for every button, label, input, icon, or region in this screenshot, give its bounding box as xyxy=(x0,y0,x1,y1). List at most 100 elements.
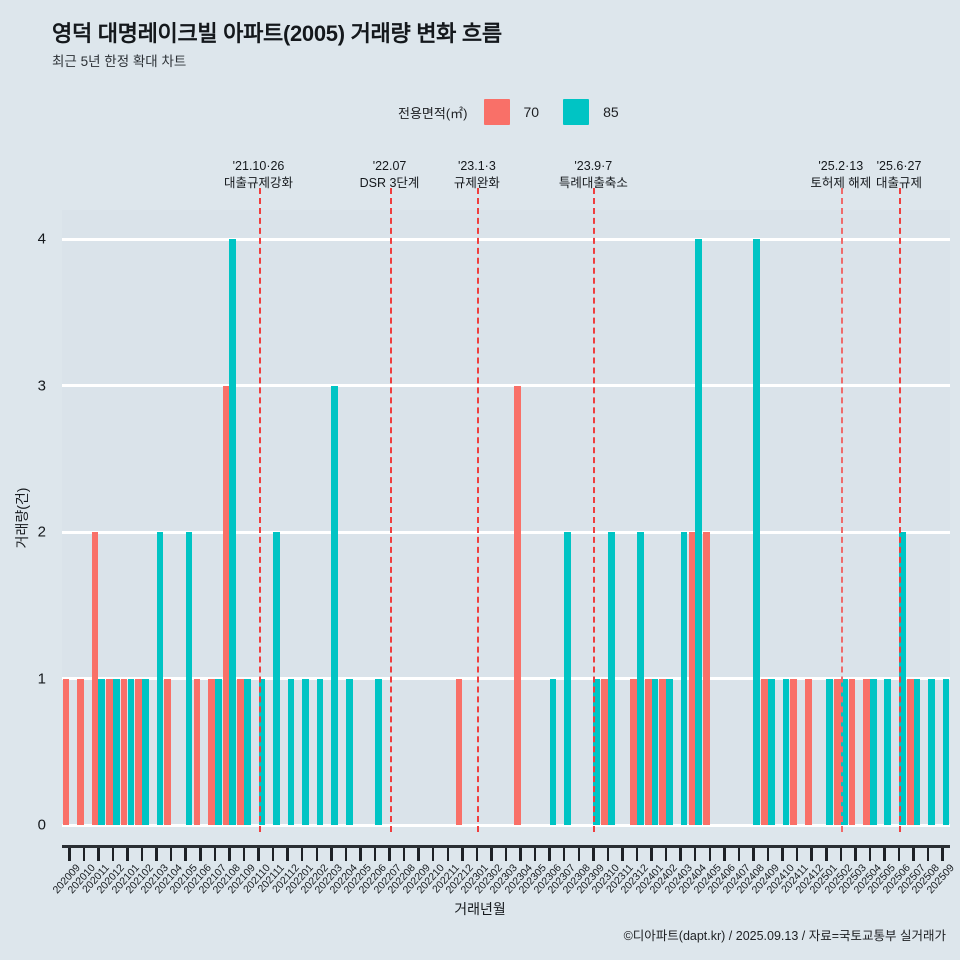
bar-202109-85[interactable] xyxy=(243,678,251,825)
annotation-label-202301: '23.1·3 규제완화 xyxy=(454,158,500,192)
bar-202504-85[interactable] xyxy=(869,678,877,825)
bar-202011-70[interactable] xyxy=(91,532,99,825)
bar-202401-70[interactable] xyxy=(644,678,652,825)
bar-202212-70[interactable] xyxy=(455,678,463,825)
bar-202011-85[interactable] xyxy=(98,678,106,825)
annotation-date: '25.6·27 xyxy=(876,159,922,173)
bar-202312-85[interactable] xyxy=(637,532,644,825)
bar-202203-85[interactable] xyxy=(331,385,338,825)
bar-202408-85[interactable] xyxy=(753,239,761,825)
bar-202502-70[interactable] xyxy=(834,678,841,825)
bar-202402-70[interactable] xyxy=(659,678,667,825)
bar-202310-70[interactable] xyxy=(601,678,608,825)
x-tick xyxy=(810,848,813,861)
bar-202108-85[interactable] xyxy=(229,239,237,825)
bar-202504-70[interactable] xyxy=(863,678,870,825)
x-tick xyxy=(68,848,71,861)
bar-202507-70[interactable] xyxy=(906,678,914,825)
x-tick xyxy=(621,848,624,861)
annotation-date: '23.1·3 xyxy=(457,159,496,173)
y-axis-title: 거래량(건) xyxy=(14,487,30,549)
bar-202206-85[interactable] xyxy=(374,678,382,825)
annotation-line-202502 xyxy=(840,188,843,832)
annotation-date: '22.07 xyxy=(372,159,407,173)
bar-202102-85[interactable] xyxy=(142,678,149,825)
bar-202009-70[interactable] xyxy=(62,678,70,825)
bar-202309-85[interactable] xyxy=(593,678,601,825)
bar-202101-70[interactable] xyxy=(120,678,128,825)
x-tick xyxy=(431,848,435,861)
gridline-0 xyxy=(62,823,950,827)
bar-202102-70[interactable] xyxy=(135,678,143,825)
bar-202110-85[interactable] xyxy=(258,678,266,825)
x-tick xyxy=(417,848,420,861)
y-tick-label: 4 xyxy=(37,230,46,248)
bar-202501-85[interactable] xyxy=(826,678,833,825)
bar-202108-70[interactable] xyxy=(222,385,230,825)
bar-202112-85[interactable] xyxy=(287,678,295,825)
x-tick xyxy=(344,848,348,861)
annotation-line-202301 xyxy=(476,188,479,832)
x-tick xyxy=(213,848,217,861)
annotation-text: 대출규제 xyxy=(876,175,923,190)
x-tick xyxy=(883,848,886,861)
x-tick xyxy=(475,848,479,861)
bar-202507-85[interactable] xyxy=(913,678,921,825)
bar-202411-70[interactable] xyxy=(790,678,798,825)
bar-202111-85[interactable] xyxy=(273,532,280,825)
x-tick xyxy=(664,848,668,861)
bar-202106-70[interactable] xyxy=(193,678,201,825)
bar-202310-85[interactable] xyxy=(607,532,615,825)
bar-202506-85[interactable] xyxy=(899,532,906,825)
y-tick-label: 0 xyxy=(37,816,46,834)
bar-202107-70[interactable] xyxy=(208,678,215,825)
bar-202401-85[interactable] xyxy=(651,678,659,825)
bar-202402-85[interactable] xyxy=(666,678,673,825)
bar-202201-85[interactable] xyxy=(302,678,309,825)
x-tick xyxy=(155,848,158,861)
bar-202509-85[interactable] xyxy=(942,678,950,825)
bar-202010-70[interactable] xyxy=(77,678,84,825)
bar-202103-85[interactable] xyxy=(156,532,164,825)
bar-202404-70[interactable] xyxy=(688,532,696,825)
bar-202405-70[interactable] xyxy=(703,532,710,825)
legend-label-85: 85 xyxy=(603,104,619,120)
bar-202012-85[interactable] xyxy=(112,678,120,825)
bar-202403-85[interactable] xyxy=(680,532,688,825)
chart-title: 영덕 대명레이크빌 아파트(2005) 거래량 변화 흐름 xyxy=(52,21,502,46)
bar-202307-85[interactable] xyxy=(564,532,571,825)
x-tick xyxy=(315,848,318,861)
bar-202312-70[interactable] xyxy=(630,678,637,825)
x-tick xyxy=(300,848,304,861)
bar-202304-70[interactable] xyxy=(513,385,521,825)
x-tick xyxy=(766,848,770,861)
chart-legend: 전용면적(㎡) 70 85 xyxy=(398,99,633,125)
bar-202409-85[interactable] xyxy=(768,678,775,825)
bar-202502-85[interactable] xyxy=(840,678,848,825)
bar-202404-85[interactable] xyxy=(695,239,702,825)
bar-202105-85[interactable] xyxy=(185,532,193,825)
bar-202409-70[interactable] xyxy=(761,678,769,825)
bar-202101-85[interactable] xyxy=(127,678,135,825)
bar-202410-85[interactable] xyxy=(782,678,790,825)
gridline-4 xyxy=(62,237,950,241)
bar-202012-70[interactable] xyxy=(106,678,113,825)
bar-202204-85[interactable] xyxy=(345,678,353,825)
bar-202202-85[interactable] xyxy=(316,678,324,825)
bar-202505-85[interactable] xyxy=(884,678,892,825)
x-tick xyxy=(126,848,129,861)
plot-area xyxy=(62,188,950,832)
bar-202412-70[interactable] xyxy=(805,678,812,825)
bar-202104-70[interactable] xyxy=(164,678,172,825)
x-axis-ticks xyxy=(62,848,950,861)
bar-202503-70[interactable] xyxy=(848,678,856,825)
bar-202306-85[interactable] xyxy=(549,678,557,825)
bar-202109-70[interactable] xyxy=(237,678,244,825)
x-tick xyxy=(752,848,755,861)
legend-swatch-70 xyxy=(483,99,510,125)
x-tick xyxy=(562,848,566,861)
x-tick xyxy=(271,848,275,861)
bar-202508-85[interactable] xyxy=(928,678,935,825)
bar-202107-85[interactable] xyxy=(214,678,222,825)
